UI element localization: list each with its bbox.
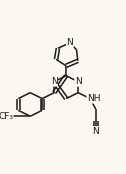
Text: N: N bbox=[92, 127, 99, 136]
Text: N: N bbox=[75, 77, 82, 86]
Text: N: N bbox=[51, 77, 58, 86]
Text: CF₃: CF₃ bbox=[0, 112, 13, 121]
Text: NH: NH bbox=[87, 94, 100, 103]
Text: N: N bbox=[67, 38, 73, 47]
